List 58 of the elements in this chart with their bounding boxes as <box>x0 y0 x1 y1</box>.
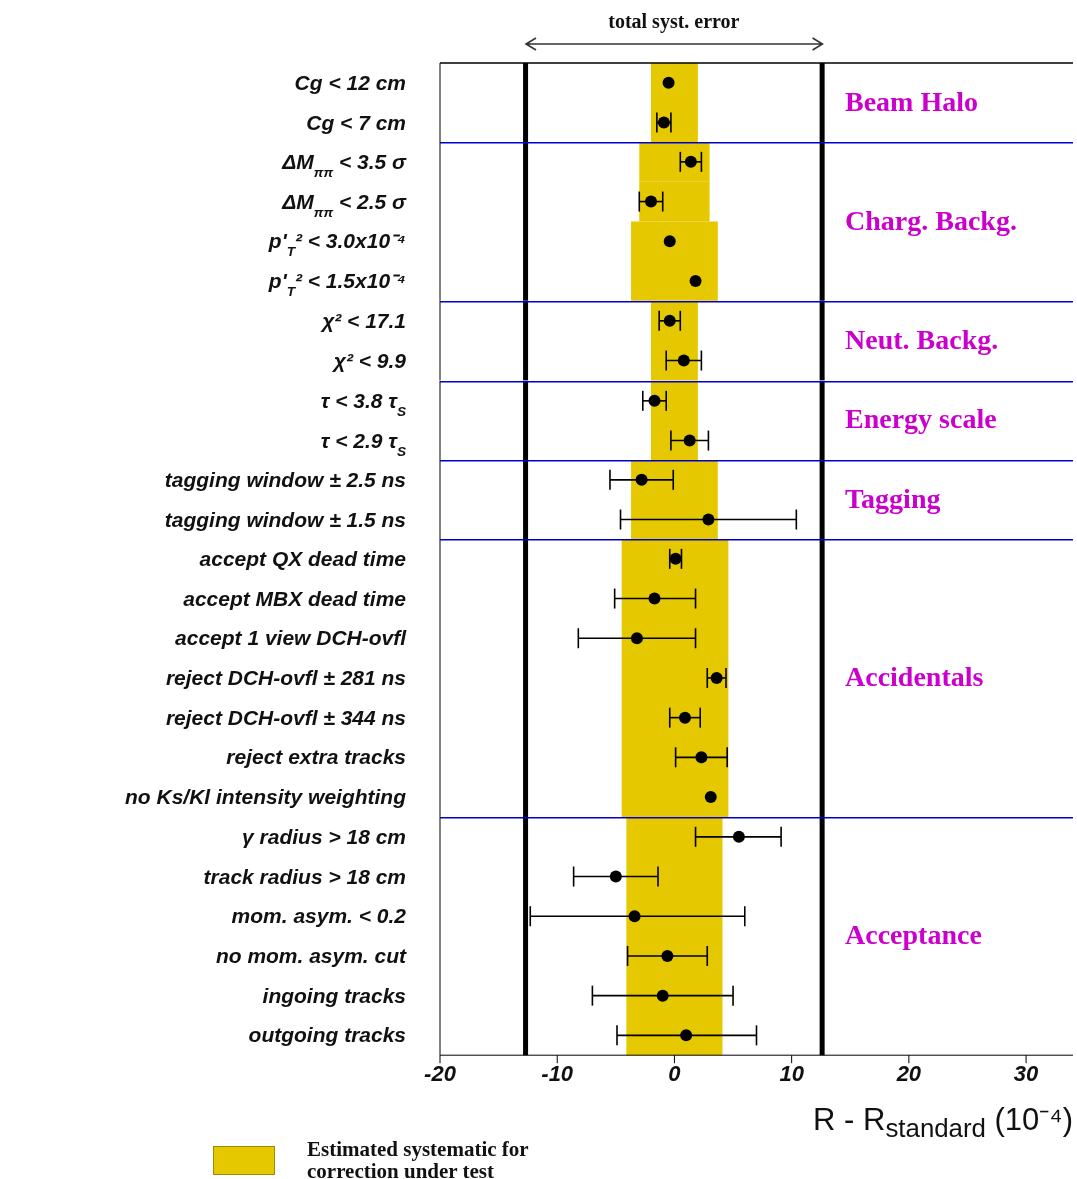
point <box>704 791 717 804</box>
y-tick-label: ingoing tracks <box>262 983 407 1007</box>
annotation: Accidentals <box>845 661 984 694</box>
y-tick-label: tagging window ± 1.5 ns <box>164 507 407 531</box>
y-tick-label: ΔM$_{ππ}$ < 3.5 σ <box>281 150 408 180</box>
x-tick-label: 20 <box>895 1061 922 1087</box>
point <box>678 712 691 725</box>
y-tick-label: mom. asym. < 0.2 <box>231 904 407 928</box>
point <box>630 632 643 645</box>
y-tick-label: accept 1 view DCH-ovfl <box>175 626 408 650</box>
annotation: Acceptance <box>845 919 982 952</box>
y-tick-label: Cg < 12 cm <box>294 70 407 94</box>
x-axis-title: R - R$_{standard}$ (10⁻⁴) <box>813 1101 1073 1144</box>
point <box>695 751 708 764</box>
y-tick-label: tagging window ± 2.5 ns <box>164 467 407 491</box>
y-tick-label: χ² < 17.1 <box>320 309 407 333</box>
x-tick-label: 10 <box>779 1061 805 1087</box>
y-tick-label: p'$_{T}$² < 1.5x10⁻⁴ <box>267 269 406 299</box>
point <box>609 870 622 883</box>
point <box>710 672 723 685</box>
y-tick-label: Cg < 7 cm <box>306 110 407 134</box>
point <box>732 831 745 844</box>
point <box>669 553 682 566</box>
y-tick-label: reject DCH-ovfl ± 281 ns <box>165 666 406 690</box>
point <box>648 592 661 605</box>
x-tick-label: -10 <box>541 1061 574 1087</box>
y-tick-label: τ < 2.9 τ$_{S}$ <box>320 428 407 458</box>
x-tick-label: 0 <box>668 1061 682 1087</box>
annotation: Neut. Backg. <box>845 323 999 356</box>
y-tick-label: p'$_{T}$² < 3.0x10⁻⁴ <box>267 229 406 260</box>
point <box>661 950 674 963</box>
y-tick-label: no mom. asym. cut <box>215 944 408 968</box>
y-tick-label: reject DCH-ovfl ± 344 ns <box>165 706 406 730</box>
legend-label: Estimated systematic for correction under test <box>307 1137 530 1179</box>
point <box>684 156 697 169</box>
y-tick-label: outgoing tracks <box>248 1023 407 1047</box>
annotation: Tagging <box>845 482 941 515</box>
x-tick-label: -20 <box>424 1061 457 1087</box>
chart-title: total syst. error <box>607 10 741 33</box>
y-tick-label: τ < 3.8 τ$_{S}$ <box>320 388 407 418</box>
point <box>663 235 676 248</box>
y-tick-label: no Ks/Kl intensity weighting <box>125 785 407 809</box>
y-tick-label: χ² < 9.9 <box>331 348 407 372</box>
y-tick-label: track radius > 18 cm <box>203 864 407 888</box>
y-tick-label: accept MBX dead time <box>183 586 407 610</box>
y-tick-label: accept QX dead time <box>199 547 407 571</box>
annotation: Energy scale <box>845 403 997 436</box>
y-tick-label: γ radius > 18 cm <box>242 825 407 849</box>
point <box>689 275 702 288</box>
annotation: Charg. Backg. <box>845 204 1017 237</box>
y-tick-label: ΔM$_{ππ}$ < 2.5 σ <box>281 189 408 220</box>
annotation: Beam Halo <box>845 85 978 118</box>
point <box>645 195 657 208</box>
point <box>628 910 641 923</box>
y-tick-label: reject extra tracks <box>226 745 406 769</box>
point <box>680 1029 693 1042</box>
point <box>656 989 669 1002</box>
x-tick-label: 30 <box>1013 1061 1040 1087</box>
